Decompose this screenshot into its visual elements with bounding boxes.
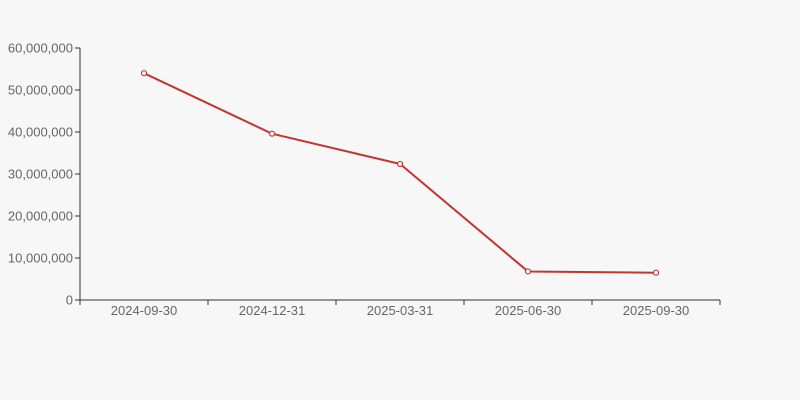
data-point-marker[interactable] (268, 130, 276, 137)
data-point-marker[interactable] (140, 70, 148, 77)
y-axis-tick-label: 50,000,000 (8, 83, 73, 98)
y-axis-tick-label: 20,000,000 (8, 209, 73, 224)
series-line (143, 72, 657, 274)
y-axis-tick-label: 10,000,000 (8, 251, 73, 266)
data-point-marker[interactable] (524, 268, 532, 275)
x-axis-tick-label: 2025-09-30 (623, 303, 690, 318)
y-axis-tick-label: 30,000,000 (8, 167, 73, 182)
y-axis-tick-label: 0 (66, 293, 73, 308)
data-point-marker[interactable] (396, 160, 404, 168)
x-axis-tick-label: 2024-09-30 (111, 303, 178, 318)
y-axis-tick-label: 40,000,000 (8, 125, 73, 140)
data-point-marker[interactable] (652, 269, 660, 276)
y-axis-tick-label: 60,000,000 (8, 41, 73, 56)
x-axis-tick-label: 2025-06-30 (495, 303, 562, 318)
x-axis-tick-label: 2024-12-31 (239, 303, 306, 318)
x-axis-tick-label: 2025-03-31 (367, 303, 434, 318)
